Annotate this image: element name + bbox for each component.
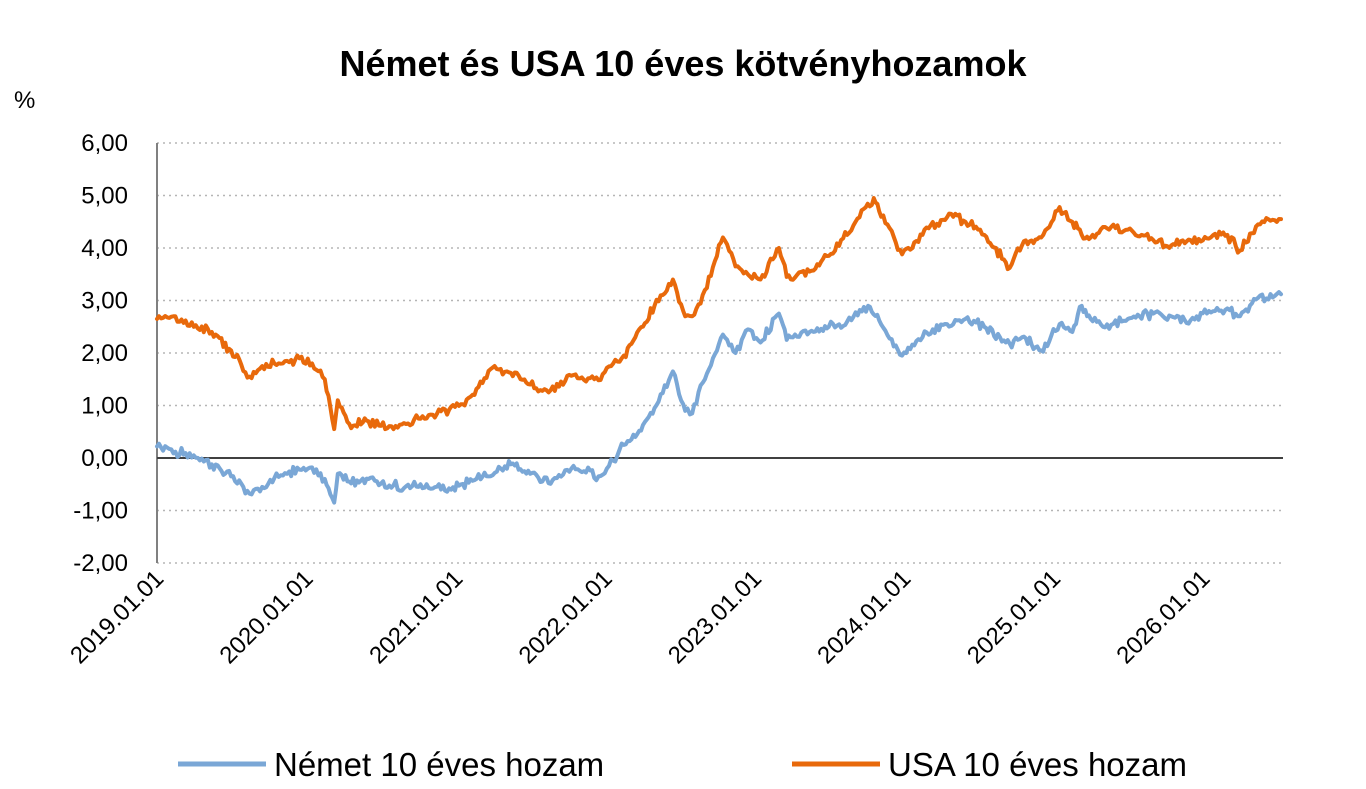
chart-title: Német és USA 10 éves kötvényhozamok (340, 43, 1028, 84)
y-tick-label: 2,00 (81, 340, 128, 367)
x-tick-label: 2025.01.01 (962, 565, 1066, 669)
legend-label: Német 10 éves hozam (274, 746, 604, 783)
x-tick-label: 2020.01.01 (215, 565, 319, 669)
y-tick-label: 5,00 (81, 183, 128, 210)
series-line-0 (155, 290, 1283, 505)
series-lines (155, 196, 1283, 505)
y-unit-label: % (14, 87, 35, 114)
legend: Német 10 éves hozam USA 10 éves hozam (178, 746, 1187, 783)
x-axis-ticks: 2019.01.01 2020.01.01 2021.01.01 2022.01.01… (65, 565, 1215, 669)
y-tick-label: -1,00 (73, 498, 128, 525)
y-tick-label: 0,00 (81, 445, 128, 472)
legend-label: USA 10 éves hozam (888, 746, 1187, 783)
gridlines (157, 142, 1283, 564)
x-tick-label: 2023.01.01 (663, 565, 767, 669)
y-tick-label: 3,00 (81, 288, 128, 315)
x-tick-label: 2026.01.01 (1111, 565, 1215, 669)
series-line-1 (155, 196, 1283, 432)
y-tick-label: -2,00 (73, 550, 128, 577)
y-tick-label: 1,00 (81, 393, 128, 420)
y-tick-label: 6,00 (81, 130, 128, 157)
x-tick-label: 2024.01.01 (812, 565, 916, 669)
y-axis-ticks: 6,00 5,00 4,00 3,00 2,00 1,00 0,00 -1,00 -2,00 (73, 130, 128, 577)
x-tick-label: 2019.01.01 (65, 565, 169, 669)
x-tick-label: 2021.01.01 (364, 565, 468, 669)
x-tick-label: 2022.01.01 (514, 565, 618, 669)
y-tick-label: 4,00 (81, 235, 128, 262)
